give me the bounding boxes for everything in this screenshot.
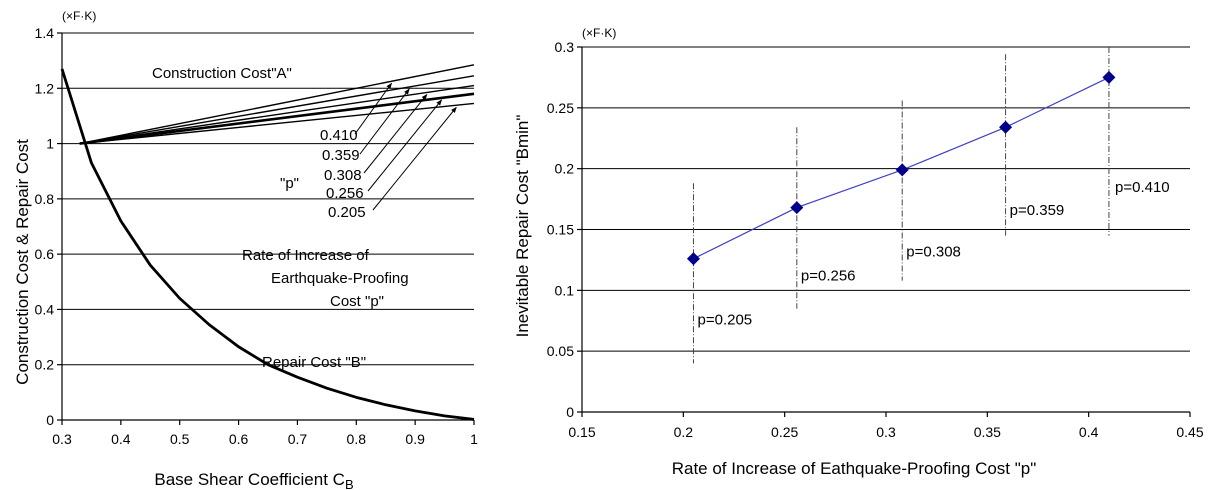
point-label: p=0.308 [906, 243, 961, 260]
left-x-tick-label: 1 [470, 431, 478, 447]
data-point-diamond [896, 163, 909, 176]
p-label-0256: 0.256 [326, 185, 364, 202]
left-y-axis-title: Construction Cost & Repair Cost [13, 139, 32, 385]
p-label-0205: 0.205 [328, 204, 366, 221]
rate-annotation-line2: Earthquake-Proofing [271, 270, 409, 287]
data-point-diamond [1102, 71, 1115, 84]
left-x-tick-label: 0.4 [111, 431, 131, 447]
p-symbol-label: "p" [280, 175, 299, 192]
right-y-tick-label: 0 [566, 404, 574, 420]
right-unit-label: (×F·K) [582, 26, 616, 40]
data-point-diamond [790, 201, 803, 214]
data-point-diamond [687, 252, 700, 265]
right-y-tick-label: 0.1 [555, 282, 575, 298]
left-x-tick-label: 0.3 [52, 431, 72, 447]
left-y-tick-label: 0.8 [35, 191, 55, 207]
left-x-tick-label: 0.9 [405, 431, 425, 447]
left-y-tick-label: 0.2 [35, 357, 55, 373]
left-x-tick-label: 0.5 [170, 431, 190, 447]
p-label-0308: 0.308 [324, 167, 362, 184]
rate-annotation-line1: Rate of Increase of [242, 247, 370, 264]
right-x-tick-label: 0.4 [1079, 424, 1099, 440]
right-x-tick-label: 0.2 [674, 424, 694, 440]
p-arrow-0.205 [373, 107, 456, 210]
data-point-diamond [999, 121, 1012, 134]
left-x-tick-label: 0.7 [288, 431, 308, 447]
right-y-tick-label: 0.15 [547, 222, 574, 238]
right-x-tick-label: 0.25 [771, 424, 798, 440]
right-data-points [687, 71, 1115, 265]
left-y-tick-label: 0 [46, 412, 54, 428]
left-x-tick-label: 0.6 [229, 431, 249, 447]
right-x-tick-label: 0.15 [568, 424, 595, 440]
rate-annotation-line3: Cost "p" [330, 293, 384, 310]
right-y-tick-label: 0.2 [555, 161, 575, 177]
p-label-0359: 0.359 [322, 147, 360, 164]
left-unit-label: (×F·K) [62, 9, 96, 23]
right-tick-labels: 0 0.05 0.1 0.15 0.2 0.25 0.3 0.15 0.2 0.25 0.3 0.35… [547, 39, 1204, 440]
right-y-axis-title: Inevitable Repair Cost "Bmin" [513, 115, 532, 338]
construction-cost-line-0.256 [80, 94, 474, 144]
right-x-tick-label: 0.35 [974, 424, 1001, 440]
left-gridlines [62, 33, 474, 365]
left-y-tick-label: 0.4 [35, 301, 55, 317]
right-x-tick-label: 0.3 [876, 424, 896, 440]
right-x-tick-label: 0.45 [1176, 424, 1203, 440]
left-x-tick-label: 0.8 [347, 431, 367, 447]
left-chart: 0 0.2 0.4 0.6 0.8 1 1.2 1.4 0.3 0.4 0.5 0.6 0.7 0.8 0.… [13, 9, 478, 490]
repair-cost-label: Repair Cost "B" [262, 354, 366, 371]
right-y-tick-label: 0.05 [547, 343, 574, 359]
point-label: p=0.359 [1010, 202, 1065, 219]
left-x-axis-title-main: Base Shear Coefficient C [154, 470, 345, 489]
construction-cost-label: Construction Cost"A" [152, 65, 292, 82]
right-point-labels: p=0.205 p=0.256 p=0.308 p=0.359 p=0.410 [698, 179, 1170, 329]
right-axes [577, 47, 1190, 417]
p-label-0410: 0.410 [320, 127, 358, 144]
point-label: p=0.205 [698, 311, 753, 328]
right-y-tick-label: 0.25 [547, 100, 574, 116]
point-label: p=0.256 [801, 268, 856, 285]
left-y-tick-label: 1 [46, 136, 54, 152]
point-label: p=0.410 [1115, 179, 1170, 196]
left-y-tick-label: 1.4 [35, 25, 55, 41]
left-x-axis-title: Base Shear Coefficient CB [154, 470, 353, 490]
right-y-tick-label: 0.3 [555, 39, 575, 55]
left-x-axis-title-sub: B [345, 477, 354, 490]
left-y-tick-label: 1.2 [35, 80, 55, 96]
right-gridlines [582, 47, 1190, 351]
left-y-tick-label: 0.6 [35, 246, 55, 262]
right-chart: p=0.205 p=0.256 p=0.308 p=0.359 p=0.410 0 0.0… [513, 26, 1204, 478]
right-x-axis-title: Rate of Increase of Eathquake-Proofing C… [672, 459, 1037, 478]
